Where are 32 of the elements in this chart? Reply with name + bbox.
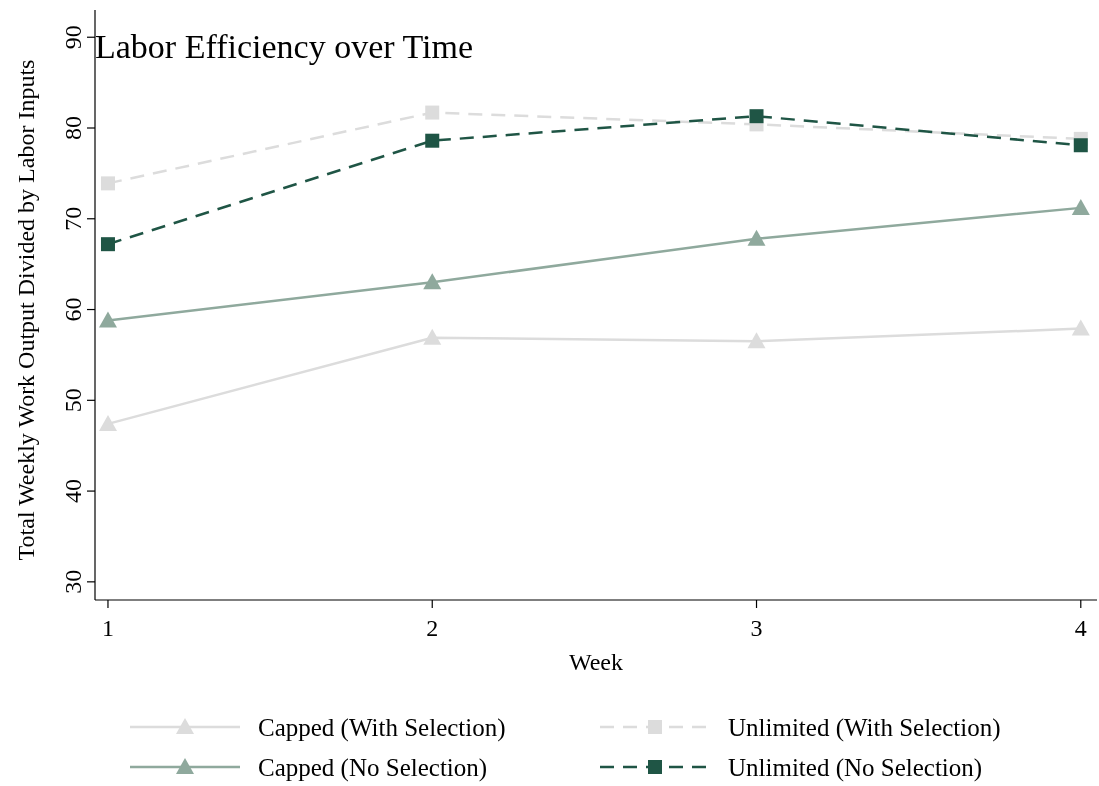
legend-label: Capped (With Selection): [258, 714, 506, 742]
point: [747, 229, 766, 246]
x-tick-label: 2: [426, 615, 439, 641]
y-tick-label: 70: [60, 206, 86, 231]
x-tick-label: 4: [1074, 615, 1087, 641]
point: [98, 414, 117, 431]
point: [423, 328, 442, 345]
legend-label: Unlimited (No Selection): [728, 754, 983, 782]
y-tick-label: 50: [60, 388, 86, 413]
point: [747, 332, 766, 349]
point: [98, 311, 117, 328]
y-tick-label: 90: [60, 25, 86, 50]
point: [425, 133, 440, 148]
x-tick-label: 1: [101, 615, 114, 641]
x-axis-title: Week: [568, 649, 624, 675]
y-tick-label: 80: [60, 116, 86, 140]
point: [1071, 198, 1090, 215]
text: Labor Efficiency over Time: [95, 28, 474, 65]
point: [100, 176, 115, 191]
y-tick-label: 40: [60, 479, 86, 504]
point: [423, 273, 442, 290]
point: [1071, 319, 1090, 336]
point: [749, 109, 764, 124]
legend-label: Unlimited (With Selection): [728, 714, 1001, 742]
x-tick-label: 3: [750, 615, 763, 641]
y-tick-label: 30: [60, 569, 86, 594]
point: [1073, 138, 1088, 153]
y-axis-title: Total Weekly Work Output Divided by Labor Inputs: [13, 59, 39, 561]
legend-label: Capped (No Selection): [258, 754, 488, 782]
point: [425, 105, 440, 120]
point: [100, 237, 115, 252]
y-tick-label: 60: [60, 297, 86, 322]
